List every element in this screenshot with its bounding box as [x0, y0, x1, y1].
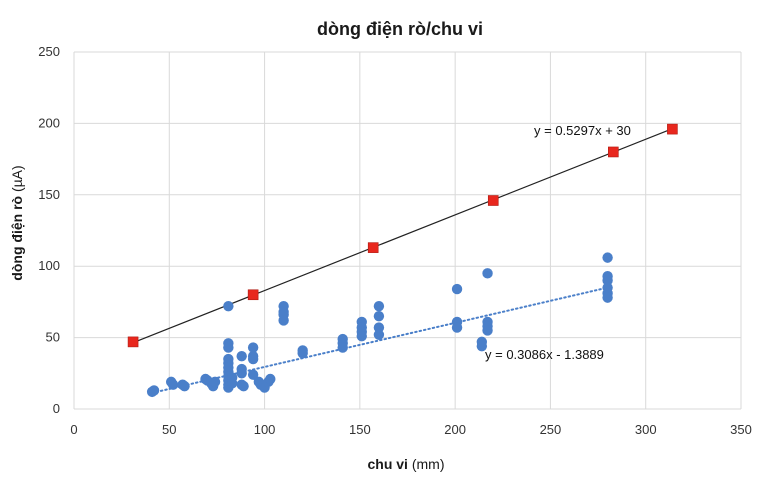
data-point-blue	[451, 322, 463, 333]
trendline-1	[132, 128, 673, 344]
x-tick-label: 250	[540, 422, 562, 437]
data-point-blue	[167, 379, 179, 390]
y-axis-label: dòng điện rò (µA)	[9, 165, 25, 280]
data-point-red	[127, 336, 139, 348]
data-point-blue	[278, 315, 289, 326]
chart-title: dòng điện rò/chu vi	[317, 19, 483, 39]
data-point-red	[367, 242, 379, 253]
data-point-blue	[247, 342, 259, 353]
data-point-blue	[373, 329, 385, 340]
y-tick-label: 250	[38, 44, 60, 59]
data-point-blue	[602, 292, 613, 303]
data-point-blue	[209, 376, 221, 388]
y-tick-label: 200	[38, 115, 60, 130]
data-point-blue	[265, 373, 276, 385]
data-point-blue	[238, 380, 249, 392]
data-point-blue	[247, 353, 259, 365]
y-axis-unit: (µA)	[9, 165, 25, 192]
data-point-red	[608, 146, 619, 158]
data-point-red	[667, 123, 678, 135]
data-points	[127, 123, 678, 398]
data-point-blue	[148, 385, 160, 396]
x-axis-title: chu vi	[367, 456, 407, 472]
data-point-blue	[356, 330, 367, 342]
x-tick-label: 300	[635, 422, 657, 437]
data-point-blue	[602, 275, 613, 286]
data-point-blue	[602, 252, 613, 263]
y-tick-label: 100	[38, 258, 60, 273]
data-point-blue	[482, 268, 493, 279]
data-point-blue	[373, 322, 385, 333]
grid-lines	[73, 51, 742, 410]
y-tick-label: 150	[38, 187, 60, 202]
x-tick-label: 150	[349, 422, 371, 437]
x-tick-label: 100	[254, 422, 276, 437]
x-tick-label: 0	[70, 422, 77, 437]
trendline-equation-1: y = 0.5297x + 30	[534, 123, 631, 138]
x-axis-label: chu vi (mm)	[367, 456, 444, 472]
x-tick-label: 200	[444, 422, 466, 437]
data-point-red	[247, 289, 259, 301]
y-axis-title: dòng điện rò	[9, 196, 25, 281]
y-tick-label: 50	[46, 330, 60, 345]
data-point-red	[487, 195, 499, 206]
data-point-blue	[337, 342, 348, 353]
data-point-blue	[223, 342, 234, 353]
x-tick-label: 350	[730, 422, 752, 437]
data-point-blue	[373, 300, 385, 312]
data-point-blue	[226, 378, 238, 389]
data-point-blue	[476, 340, 488, 352]
y-tick-label: 0	[53, 401, 60, 416]
data-point-blue	[247, 369, 259, 380]
trendline-equation-2: y = 0.3086x - 1.3889	[485, 347, 604, 362]
data-point-blue	[297, 348, 308, 359]
data-point-blue	[223, 300, 234, 312]
data-point-blue	[179, 380, 190, 392]
x-axis-unit: (mm)	[412, 456, 445, 472]
data-point-blue	[236, 350, 247, 362]
data-point-blue	[373, 310, 385, 322]
x-axis-ticks: 0 50 100 150 200 250 300 350	[70, 422, 751, 437]
y-axis-ticks: 0 50 100 150 200 250	[38, 44, 60, 416]
data-point-blue	[482, 325, 493, 336]
x-tick-label: 50	[162, 422, 176, 437]
data-point-blue	[236, 368, 247, 379]
data-point-blue	[451, 283, 463, 295]
